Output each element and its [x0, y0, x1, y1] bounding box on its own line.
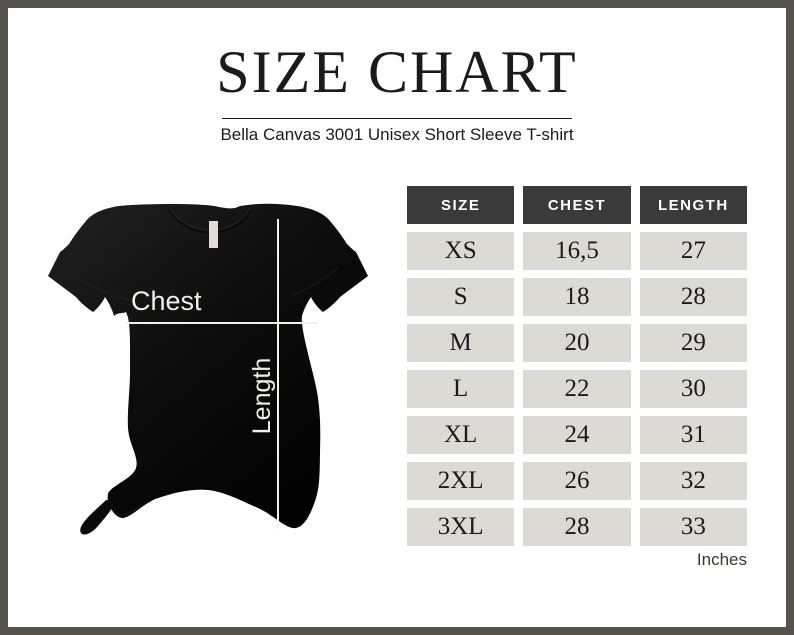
svg-text:Length: Length — [248, 358, 276, 434]
svg-text:Chest: Chest — [131, 286, 202, 316]
